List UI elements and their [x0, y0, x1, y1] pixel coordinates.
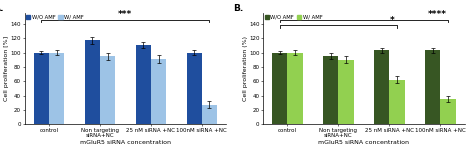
X-axis label: mGluR5 siRNA concentration: mGluR5 siRNA concentration	[80, 140, 171, 145]
Text: ****: ****	[428, 10, 447, 19]
Bar	[187, 53, 202, 124]
Y-axis label: Cell proliferation [%]: Cell proliferation [%]	[4, 36, 9, 101]
Bar	[202, 105, 217, 124]
Bar	[85, 40, 100, 124]
Text: A.: A.	[0, 4, 5, 13]
Bar	[374, 50, 389, 124]
Bar	[389, 80, 405, 124]
Bar	[49, 53, 64, 124]
Bar	[100, 56, 115, 124]
Bar	[338, 60, 354, 124]
Bar	[136, 45, 151, 124]
Legend: W/O AMF, W/ AMF: W/O AMF, W/ AMF	[26, 14, 84, 20]
Bar	[34, 53, 49, 124]
Bar	[151, 59, 166, 124]
X-axis label: mGluR5 siRNA concentration: mGluR5 siRNA concentration	[319, 140, 410, 145]
Bar	[323, 56, 338, 124]
Legend: W/O AMF, W/ AMF: W/O AMF, W/ AMF	[264, 14, 323, 20]
Bar	[440, 99, 456, 124]
Bar	[287, 53, 303, 124]
Y-axis label: Cell proliferation (%): Cell proliferation (%)	[243, 36, 247, 101]
Bar	[272, 53, 287, 124]
Text: *: *	[390, 16, 394, 25]
Bar	[425, 50, 440, 124]
Text: ***: ***	[118, 10, 133, 19]
Text: B.: B.	[233, 4, 243, 13]
